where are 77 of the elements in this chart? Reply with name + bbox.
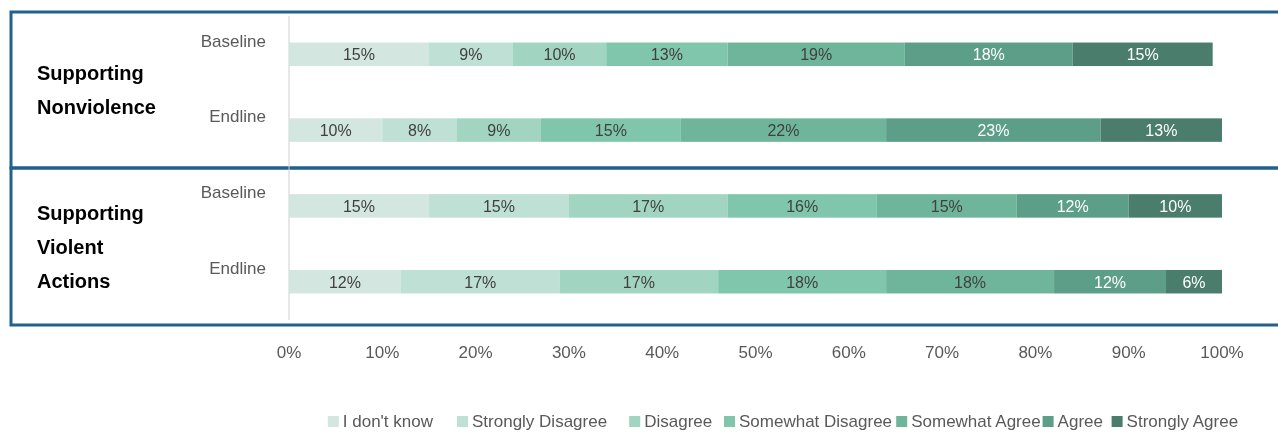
text: Supporting Violent Actions (37, 201, 144, 292)
legend-label: Agree (1057, 412, 1103, 431)
bar (289, 194, 429, 218)
x-tick-label: 10% (365, 343, 400, 362)
data-label: 18% (972, 46, 1005, 64)
data-label: 12% (328, 273, 361, 291)
bar (1072, 42, 1213, 67)
bar (289, 269, 401, 294)
data-label: 9% (487, 122, 511, 140)
data-label: 12% (1056, 197, 1089, 215)
bar (606, 42, 728, 67)
bar (400, 269, 560, 294)
bar (568, 194, 728, 218)
legend-label: Strongly Disagree (472, 412, 608, 431)
bar (382, 118, 457, 142)
data-label: 8% (408, 122, 432, 140)
data-label: 17% (622, 273, 655, 291)
legend-label: I don't know (342, 412, 434, 431)
legend-label: Disagree (644, 412, 713, 431)
y-tick-label: Baseline (200, 183, 266, 203)
data-label: 15% (1126, 46, 1159, 64)
x-tick-label: 30% (551, 343, 586, 362)
x-tick-label: 0% (276, 343, 302, 362)
bar (876, 194, 1017, 218)
data-label: 9% (459, 46, 483, 64)
x-tick-label: 90% (1111, 343, 1146, 362)
data-label: 18% (786, 273, 819, 291)
data-label: 15% (342, 46, 375, 64)
bar (456, 118, 541, 142)
data-label: 17% (464, 273, 497, 291)
bar (886, 118, 1101, 142)
bar (904, 42, 1073, 67)
x-tick-label: 70% (925, 343, 960, 362)
legend-label: Strongly Agree (1126, 412, 1239, 431)
data-label: 15% (342, 197, 375, 215)
x-tick-label: 80% (1018, 343, 1053, 362)
y-tick-label: Baseline (200, 31, 266, 51)
data-label: 18% (954, 273, 987, 291)
data-label: 13% (1145, 122, 1178, 140)
bar (727, 194, 877, 218)
y-tick-label: Endline (209, 258, 266, 278)
data-label: 17% (632, 197, 665, 215)
bar (1054, 269, 1167, 294)
data-label: 16% (786, 197, 819, 215)
data-label: 22% (767, 122, 800, 140)
bar (428, 194, 569, 218)
data-label: 19% (800, 46, 833, 64)
x-tick-label: 20% (458, 343, 493, 362)
y-tick-label: Endline (209, 107, 266, 127)
data-label: 10% (543, 46, 576, 64)
bar (289, 42, 429, 67)
text: Supporting Nonviolence (37, 62, 156, 118)
x-tick-label: 60% (831, 343, 866, 362)
bar (727, 42, 905, 67)
data-label: 15% (930, 197, 963, 215)
data-label: 6% (1182, 273, 1206, 291)
bar (289, 118, 383, 142)
bar (718, 269, 887, 294)
data-label: 15% (482, 197, 515, 215)
data-label: 10% (319, 122, 352, 140)
bar (680, 118, 887, 142)
data-label: 13% (650, 46, 683, 64)
bar (1100, 118, 1222, 142)
x-tick-label: 40% (645, 343, 680, 362)
bar (1128, 194, 1222, 218)
bar (540, 118, 681, 142)
legend-label: Somewhat Agree (911, 412, 1041, 431)
bar (886, 269, 1055, 294)
bar (559, 269, 719, 294)
x-tick-label: 50% (738, 343, 773, 362)
legend-label: Somewhat Disagree (739, 412, 893, 431)
data-label: 15% (594, 122, 627, 140)
x-tick-label: 100% (1200, 343, 1244, 362)
data-label: 23% (977, 122, 1010, 140)
data-label: 12% (1094, 273, 1127, 291)
bar (1016, 194, 1129, 218)
data-label: 10% (1159, 197, 1192, 215)
